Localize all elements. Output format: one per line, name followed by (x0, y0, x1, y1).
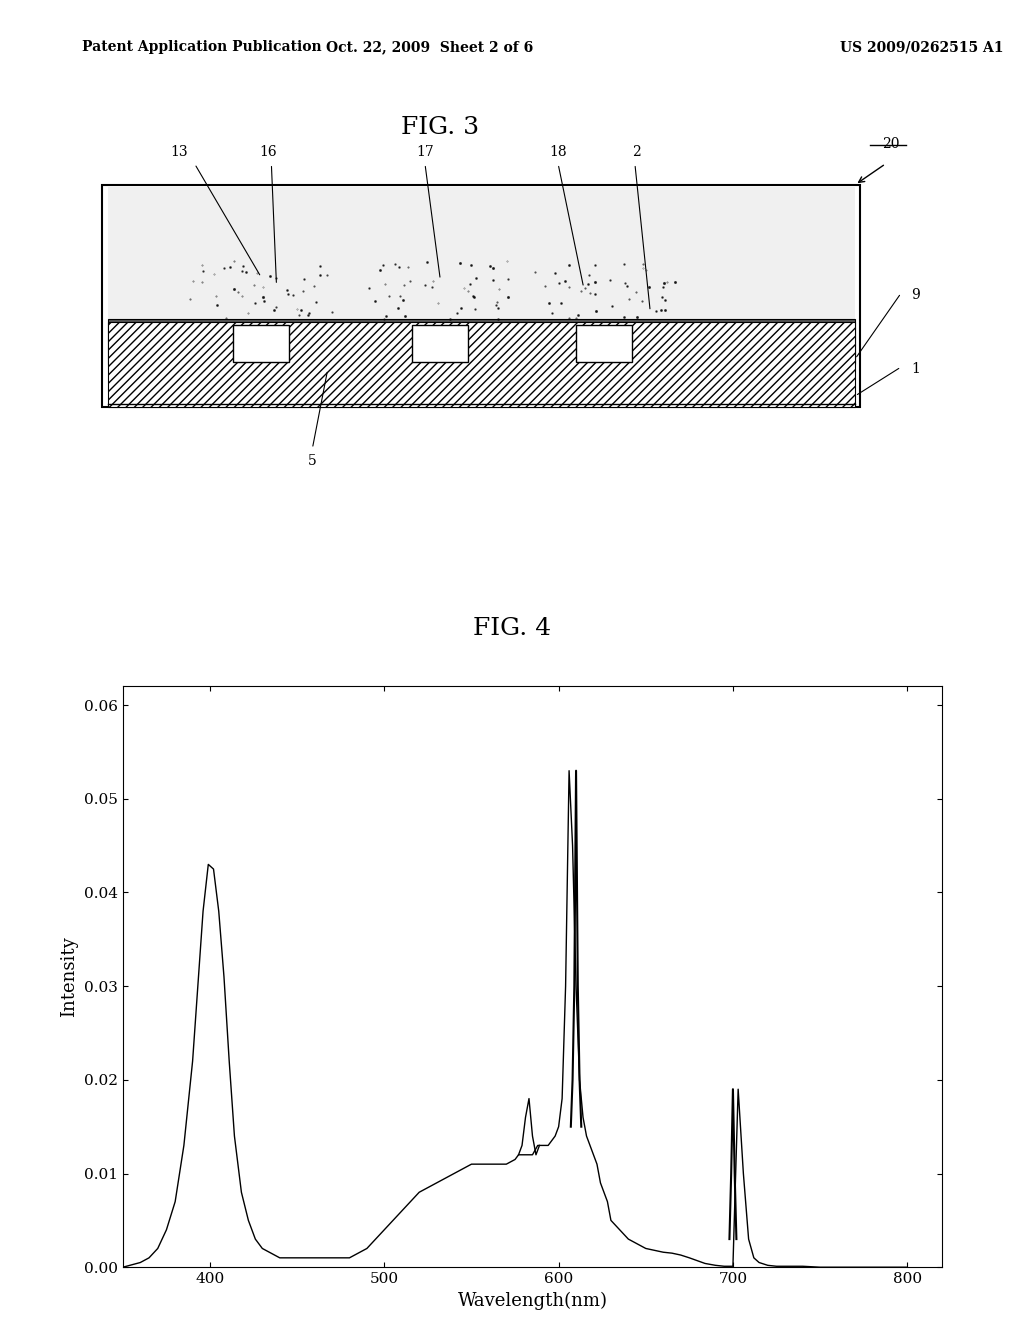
Text: 16: 16 (259, 145, 278, 158)
Text: Oct. 22, 2009  Sheet 2 of 6: Oct. 22, 2009 Sheet 2 of 6 (327, 40, 534, 54)
Text: FIG. 4: FIG. 4 (473, 618, 551, 640)
Text: 1: 1 (911, 362, 921, 376)
Polygon shape (575, 325, 632, 362)
Polygon shape (108, 187, 855, 319)
Polygon shape (108, 319, 855, 364)
Text: 20: 20 (882, 137, 900, 150)
Text: 5: 5 (308, 454, 316, 467)
Text: Patent Application Publication: Patent Application Publication (82, 40, 322, 54)
Text: 18: 18 (549, 145, 567, 158)
Text: 13: 13 (170, 145, 188, 158)
Text: 9: 9 (911, 288, 921, 302)
Text: 17: 17 (416, 145, 434, 158)
Text: US 2009/0262515 A1: US 2009/0262515 A1 (840, 40, 1004, 54)
FancyBboxPatch shape (108, 322, 855, 407)
Text: FIG. 3: FIG. 3 (401, 116, 479, 139)
Y-axis label: Intensity: Intensity (60, 936, 79, 1018)
Text: 2: 2 (633, 145, 641, 158)
Polygon shape (233, 325, 290, 362)
Polygon shape (412, 325, 469, 362)
X-axis label: Wavelength(nm): Wavelength(nm) (458, 1291, 607, 1309)
